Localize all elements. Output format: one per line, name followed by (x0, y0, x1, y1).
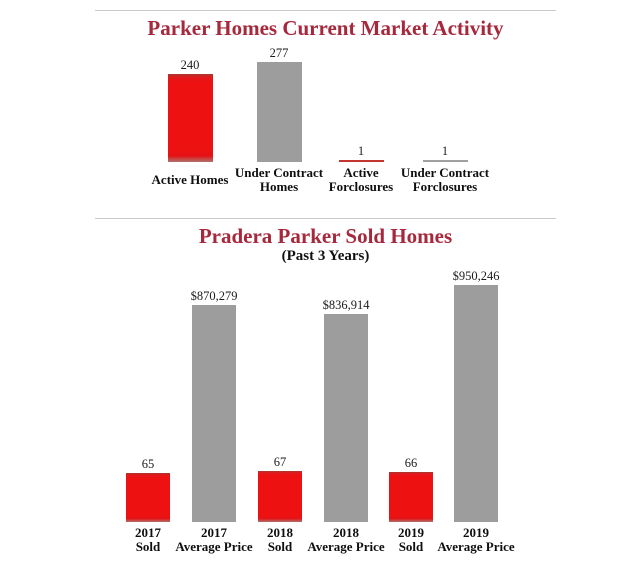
bar-column-2017-sold: 65 (98, 268, 198, 522)
section-divider (95, 218, 556, 219)
sold-homes-chart-title: Pradera Parker Sold Homes (198, 224, 453, 248)
bar-value-label: 1 (357, 144, 365, 158)
axis-label-2017-sold: 2017 Sold (135, 525, 161, 554)
bar-2018-sold (258, 471, 302, 522)
bar-column-active-forclosures: 1 (311, 46, 411, 162)
bar-value-label: 67 (273, 455, 287, 470)
bar-2017-sold (126, 473, 170, 522)
sold-homes-axis-labels: 2017 Sold 2017 Average Price 2018 Sold 2… (0, 524, 618, 556)
axis-label-active-forclosures: Active Forclosures (328, 165, 394, 194)
bar-value-label: 240 (180, 58, 200, 73)
bar-value-label: 277 (269, 46, 289, 60)
bar-column-2018-average-price: $836,914 (296, 268, 396, 522)
axis-label-2018-sold: 2018 Sold (267, 525, 293, 554)
bar-column-under-contract-homes: 277 (229, 46, 329, 162)
bar-value-label: $950,246 (452, 269, 500, 284)
bar-column-2017-average-price: $870,279 (164, 268, 264, 522)
bar-2018-average-price (324, 313, 368, 522)
sold-homes-chart-plot: 65 $870,279 67 $836,914 66 $950,246 (0, 268, 618, 522)
axis-label-2019-average-price: 2019 Average Price (437, 525, 515, 554)
bar-value-label: $836,914 (322, 297, 370, 312)
market-activity-chart-title: Parker Homes Current Market Activity (147, 16, 504, 40)
bar-active-homes (167, 74, 213, 162)
axis-label-under-contract-forclosures: Under Contract Forclosures (400, 165, 490, 194)
bar-value-label: 65 (141, 457, 155, 471)
market-activity-chart-plot: 240 277 1 1 (0, 46, 618, 162)
bar-value-label: 1 (441, 144, 449, 158)
sold-homes-chart-subtitle: (Past 3 Years) (281, 248, 370, 264)
bar-under-contract-homes (256, 62, 302, 162)
bar-value-label: $870,279 (190, 289, 238, 304)
bar-2019-average-price (454, 285, 498, 522)
axis-label-active-homes: Active Homes (151, 172, 229, 187)
bar-value-label: 66 (404, 456, 418, 471)
bar-column-2018-sold: 67 (230, 268, 330, 522)
axis-label-2019-sold: 2019 Sold (398, 525, 424, 554)
bar-2019-sold (389, 472, 433, 522)
bar-column-2019-average-price: $950,246 (426, 268, 526, 522)
bar-column-2019-sold: 66 (361, 268, 461, 522)
bar-under-contract-forclosures (422, 160, 468, 162)
bar-column-active-homes: 240 (140, 46, 240, 162)
axis-label-2017-average-price: 2017 Average Price (175, 525, 253, 554)
bar-active-forclosures (338, 160, 384, 162)
top-divider (95, 10, 556, 11)
axis-label-2018-average-price: 2018 Average Price (307, 525, 385, 554)
bar-2017-average-price (192, 305, 236, 522)
bar-column-under-contract-forclosures: 1 (395, 46, 495, 162)
axis-label-under-contract-homes: Under Contract Homes (234, 165, 324, 194)
market-activity-axis-labels: Active Homes Under Contract Homes Active… (0, 164, 618, 196)
